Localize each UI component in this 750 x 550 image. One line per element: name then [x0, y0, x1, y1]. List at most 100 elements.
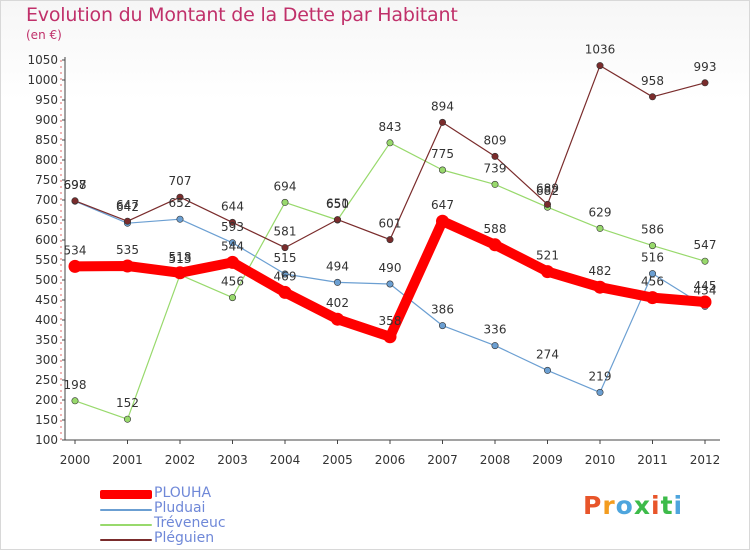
y-tick-label: 900 — [35, 113, 58, 127]
data-point-treveneuc — [386, 139, 394, 147]
data-label-pleguien: 644 — [221, 199, 244, 213]
data-label-plouha: 647 — [431, 198, 454, 212]
data-label-plouha: 358 — [379, 314, 402, 328]
x-tick-label: 2004 — [270, 453, 301, 467]
data-point-pleguien — [438, 118, 446, 126]
data-label-treveneuc: 775 — [431, 147, 454, 161]
data-point-treveneuc — [229, 294, 237, 302]
data-point-treveneuc — [491, 180, 499, 188]
data-point-treveneuc — [438, 166, 446, 174]
logo-letter: P — [583, 491, 603, 520]
x-tick-label: 2005 — [322, 453, 353, 467]
data-point-pluduai — [596, 388, 604, 396]
logo-letter: i — [651, 491, 661, 520]
data-point-pleguien — [176, 193, 184, 201]
legend-label-pluduai: Pluduai — [154, 500, 206, 516]
logo-letter: i — [673, 491, 684, 520]
data-point-pleguien — [281, 244, 289, 252]
y-tick-label: 400 — [35, 313, 58, 327]
y-tick-label: 600 — [35, 233, 58, 247]
x-tick-label: 2012 — [690, 453, 721, 467]
data-label-pluduai: 434 — [694, 283, 717, 297]
data-label-pleguien: 601 — [379, 217, 402, 231]
data-point-pluduai — [648, 270, 656, 278]
data-label-pluduai: 336 — [484, 323, 507, 337]
data-point-pleguien — [229, 218, 237, 226]
y-tick-label: 450 — [35, 293, 58, 307]
legend-swatch-pluduai — [100, 509, 152, 511]
data-label-pluduai: 516 — [641, 251, 664, 265]
x-tick-label: 2007 — [427, 453, 458, 467]
data-point-plouha — [593, 280, 607, 294]
y-tick-label: 1000 — [27, 73, 58, 87]
legend-item-pleguien: Pléguien — [100, 530, 360, 546]
y-tick-label: 200 — [35, 393, 58, 407]
data-point-pluduai — [229, 239, 237, 247]
data-label-treveneuc: 650 — [326, 197, 349, 211]
data-point-pleguien — [333, 216, 341, 224]
y-tick-label: 850 — [35, 133, 58, 147]
data-point-treveneuc — [71, 397, 79, 405]
data-point-treveneuc — [281, 198, 289, 206]
y-tick-label: 250 — [35, 373, 58, 387]
x-tick-label: 2002 — [165, 453, 196, 467]
legend-item-treveneuc: Tréveneuc — [100, 515, 360, 531]
data-label-plouha: 402 — [326, 296, 349, 310]
y-tick-label: 350 — [35, 333, 58, 347]
data-label-plouha: 482 — [589, 264, 612, 278]
data-label-plouha: 521 — [536, 249, 559, 263]
data-label-pleguien: 809 — [484, 133, 507, 147]
data-label-pleguien: 894 — [431, 99, 454, 113]
legend-item-pluduai: Pluduai — [100, 500, 360, 516]
data-label-pleguien: 651 — [326, 197, 349, 211]
y-tick-label: 500 — [35, 273, 58, 287]
legend-label-treveneuc: Tréveneuc — [154, 515, 226, 531]
data-point-plouha — [278, 285, 292, 299]
logo-letter: x — [633, 491, 651, 520]
data-label-pleguien: 647 — [116, 198, 139, 212]
legend-swatch-plouha — [100, 490, 152, 499]
data-point-pluduai — [491, 342, 499, 350]
data-point-pluduai — [386, 280, 394, 288]
data-point-plouha — [488, 238, 502, 252]
data-label-pluduai: 642 — [116, 200, 139, 214]
data-label-pluduai: 274 — [536, 347, 559, 361]
legend-swatch-pleguien — [100, 539, 152, 541]
legend-label-pleguien: Pléguien — [154, 530, 215, 546]
data-label-treveneuc: 586 — [641, 223, 664, 237]
data-label-plouha: 518 — [169, 250, 192, 264]
data-label-pleguien: 698 — [64, 178, 87, 192]
logo-letter: r — [602, 491, 616, 520]
data-point-pluduai — [176, 215, 184, 223]
y-tick-label: 950 — [35, 93, 58, 107]
x-tick-label: 2009 — [532, 453, 563, 467]
y-tick-label: 800 — [35, 153, 58, 167]
chart-title: Evolution du Montant de la Dette par Hab… — [26, 4, 458, 26]
data-label-plouha: 469 — [274, 269, 297, 283]
logo-letter: t — [660, 491, 674, 520]
data-label-plouha: 445 — [694, 279, 717, 293]
x-tick-label: 2010 — [585, 453, 616, 467]
proxiti-logo: Proxiti — [583, 491, 683, 520]
data-label-treveneuc: 513 — [169, 252, 192, 266]
data-label-pleguien: 958 — [641, 74, 664, 88]
data-point-plouha — [331, 312, 344, 326]
data-point-plouha — [121, 259, 134, 273]
data-label-treveneuc: 456 — [221, 275, 244, 289]
data-label-treveneuc: 739 — [484, 161, 507, 175]
data-point-plouha — [436, 214, 449, 228]
data-point-pluduai — [438, 322, 446, 330]
data-label-treveneuc: 547 — [694, 238, 717, 252]
data-label-pluduai: 490 — [379, 261, 402, 275]
data-label-pluduai: 494 — [326, 259, 349, 273]
data-label-pluduai: 515 — [274, 251, 297, 265]
chart-legend: PLOUHA Pluduai Tréveneuc Pléguien — [100, 485, 360, 546]
data-point-pleguien — [701, 79, 709, 87]
data-point-pleguien — [71, 197, 79, 205]
data-point-pleguien — [491, 152, 499, 160]
x-tick-label: 2006 — [375, 453, 406, 467]
y-tick-label: 750 — [35, 173, 58, 187]
data-label-pluduai: 386 — [431, 303, 454, 317]
